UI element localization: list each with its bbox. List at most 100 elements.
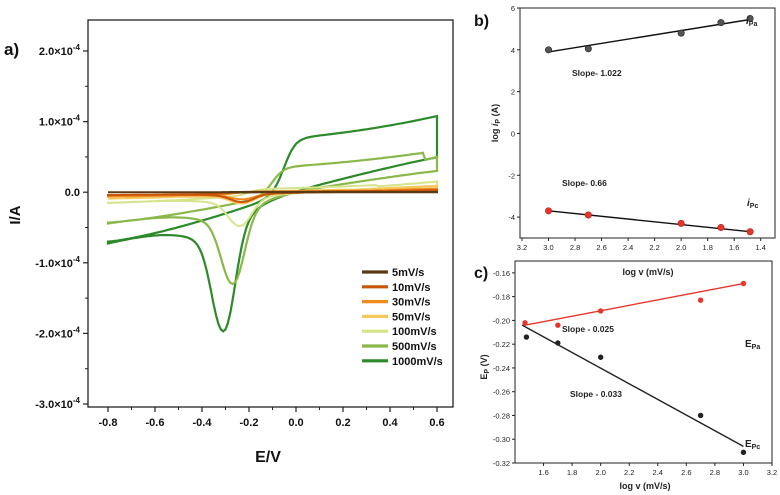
legend-label: 100mV/s — [392, 326, 437, 338]
data-point-EPa — [697, 297, 704, 303]
data-point-EPa — [522, 320, 528, 326]
y-tick-label: -1.0×10-4 — [35, 255, 80, 270]
data-point-iPc — [584, 211, 592, 219]
legend: 5mV/s 10mV/s 30mV/s 50mV/s 100mV/s 500mV/s 100… — [362, 267, 443, 368]
y-tick-label: -3.0×10-4 — [35, 396, 80, 411]
x-tick-label: 3.0 — [543, 243, 553, 252]
y-tick-label: -4 — [508, 213, 515, 222]
x-tick-label: -0.4 — [193, 417, 213, 429]
legend-label: 500mV/s — [392, 341, 437, 353]
data-point-iPc — [717, 224, 725, 232]
cv-curve-1000mV-per-s — [106, 114, 439, 333]
x-tick-label: 2.8 — [570, 243, 580, 252]
panel-b-frame — [519, 7, 776, 239]
x-tick-label: 3.2 — [517, 243, 527, 252]
y-tick-label: 0 — [511, 129, 515, 138]
y-tick-label: -0.16 — [493, 269, 510, 278]
panel-c-y-label: EP (V) — [479, 354, 491, 379]
y-tick-label: -0.32 — [493, 459, 510, 468]
x-tick-label: 2.6 — [681, 468, 691, 477]
data-point-iPc — [545, 207, 553, 215]
series-label-iPa: iPa — [746, 16, 757, 28]
fit-line-iPa — [548, 18, 751, 53]
y-tick-label: 2 — [511, 88, 515, 97]
x-tick-label: -0.2 — [240, 417, 259, 429]
panel-c-content: 1.6 1.8 2.0 2.2 2.4 2.6 2.8 3.0 3.2 -0.16 -0.18 -0.… — [493, 269, 777, 477]
series-label-EPc: EPc — [745, 439, 760, 451]
y-tick-label: -2 — [508, 171, 515, 180]
data-point-EPc — [555, 340, 561, 346]
x-tick-label: 2.6 — [596, 243, 606, 252]
legend-label: 5mV/s — [392, 267, 424, 279]
y-tick-label: -0.26 — [493, 388, 510, 397]
data-point-iPa — [717, 19, 725, 27]
panel-b-log-ip-plot: b) 3.2 3.0 2.8 2.6 2.4 2.2 2.0 1.8 1.6 1.4 6 4 2 0 -2 -… — [474, 4, 776, 277]
panel-a-frame — [87, 19, 454, 408]
data-point-iPc — [746, 228, 754, 236]
data-point-iPa — [746, 14, 754, 22]
cv-curve-500mV-per-s — [106, 151, 439, 286]
x-tick-label: 2.0 — [676, 243, 686, 252]
y-tick-label: 1.0×10-4 — [39, 114, 81, 129]
x-tick-label: 1.8 — [567, 468, 577, 477]
cv-curve-10mV-per-s — [107, 189, 438, 204]
y-tick-label: -0.28 — [493, 411, 510, 420]
panel-a-label: a) — [4, 40, 19, 59]
y-tick-label: -0.20 — [493, 316, 510, 325]
y-tick-label: 6 — [511, 4, 515, 13]
x-tick-label: -0.8 — [99, 417, 118, 429]
legend-label: 30mV/s — [392, 297, 431, 309]
data-point-EPa — [597, 308, 604, 314]
panel-b-y-label: log iP (A) — [490, 104, 502, 142]
y-tick-label: -0.24 — [493, 364, 510, 373]
x-tick-label: 0.4 — [382, 417, 398, 429]
data-point-EPc — [523, 334, 530, 340]
legend-label: 1000mV/s — [392, 356, 443, 368]
series-label-EPa: EPa — [745, 339, 760, 351]
panel-c-x-label: log v (mV/s) — [619, 481, 670, 491]
y-tick-label: -0.22 — [493, 340, 510, 349]
x-tick-label: 1.6 — [538, 468, 548, 477]
x-tick-label: 2.4 — [653, 468, 663, 477]
x-tick-label: 1.8 — [702, 243, 712, 252]
fit-line-EPa — [524, 282, 744, 326]
panel-a-cv-plot: a) 2.0×10-4 1.0×10-4 0.0 -1.0×10-4 -2.0×10-4… — [4, 19, 454, 466]
series-label-iPc: iPc — [747, 198, 758, 210]
panel-b-label: b) — [474, 13, 489, 30]
cv-curve-5mV-per-s — [108, 190, 438, 194]
x-tick-label: 2.2 — [624, 468, 634, 477]
y-tick-label: -0.30 — [493, 435, 510, 444]
x-tick-label: 0.2 — [335, 417, 350, 429]
x-tick-label: 1.4 — [756, 243, 766, 252]
x-tick-label: 2.8 — [710, 468, 720, 477]
data-point-iPc — [677, 219, 685, 227]
legend-label: 10mV/s — [392, 282, 431, 294]
y-tick-label: -2.0×10-4 — [35, 325, 80, 340]
x-tick-label: 3.2 — [767, 468, 777, 477]
x-axis-label: E/V — [255, 449, 281, 466]
y-axis-label: I/A — [7, 205, 24, 224]
x-tick-label: 2.0 — [595, 468, 605, 477]
data-point-EPa — [740, 280, 747, 287]
panel-b-content: 3.2 3.0 2.8 2.6 2.4 2.2 2.0 1.8 1.6 1.4 6 4 2 0 -2 -4 Sl… — [508, 4, 766, 252]
x-tick-label: 2.2 — [649, 243, 659, 252]
y-tick-label: -0.18 — [493, 293, 510, 302]
data-point-iPa — [584, 45, 592, 53]
y-tick-label: 0.0 — [65, 187, 80, 199]
slope-annotation-EPa: Slope - 0.025 — [562, 324, 614, 334]
x-tick-label: 0.6 — [429, 417, 444, 429]
panel-b-x-label: log v (mV/s) — [622, 267, 673, 277]
cv-curves — [106, 114, 439, 333]
y-ticks: 2.0×10-4 1.0×10-4 0.0 -1.0×10-4 -2.0×10-4 -3.… — [35, 43, 88, 411]
data-point-EPc — [697, 412, 704, 419]
panel-c-frame — [514, 260, 773, 464]
x-tick-label: 3.0 — [738, 468, 748, 477]
data-point-EPa — [555, 322, 561, 328]
data-point-EPc — [597, 354, 604, 360]
x-tick-label: -0.6 — [146, 417, 165, 429]
x-tick-label: 2.4 — [623, 243, 633, 252]
legend-label: 50mV/s — [392, 311, 431, 323]
data-point-iPa — [545, 46, 553, 54]
panel-c-ep-plot: c) 1.6 1.8 2.0 2.2 2.4 2.6 2.8 3.0 3.2 -0.16 -0.18… — [474, 260, 777, 491]
